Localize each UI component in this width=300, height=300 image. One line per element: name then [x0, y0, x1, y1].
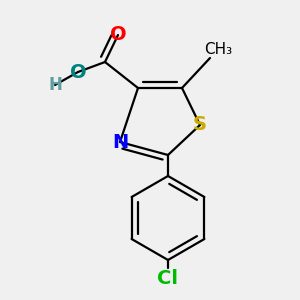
Text: O: O: [70, 62, 86, 82]
Text: H: H: [48, 76, 62, 94]
Text: CH₃: CH₃: [204, 43, 232, 58]
Text: S: S: [193, 116, 207, 134]
Text: O: O: [110, 26, 126, 44]
Text: Cl: Cl: [158, 268, 178, 287]
Text: N: N: [112, 133, 128, 152]
